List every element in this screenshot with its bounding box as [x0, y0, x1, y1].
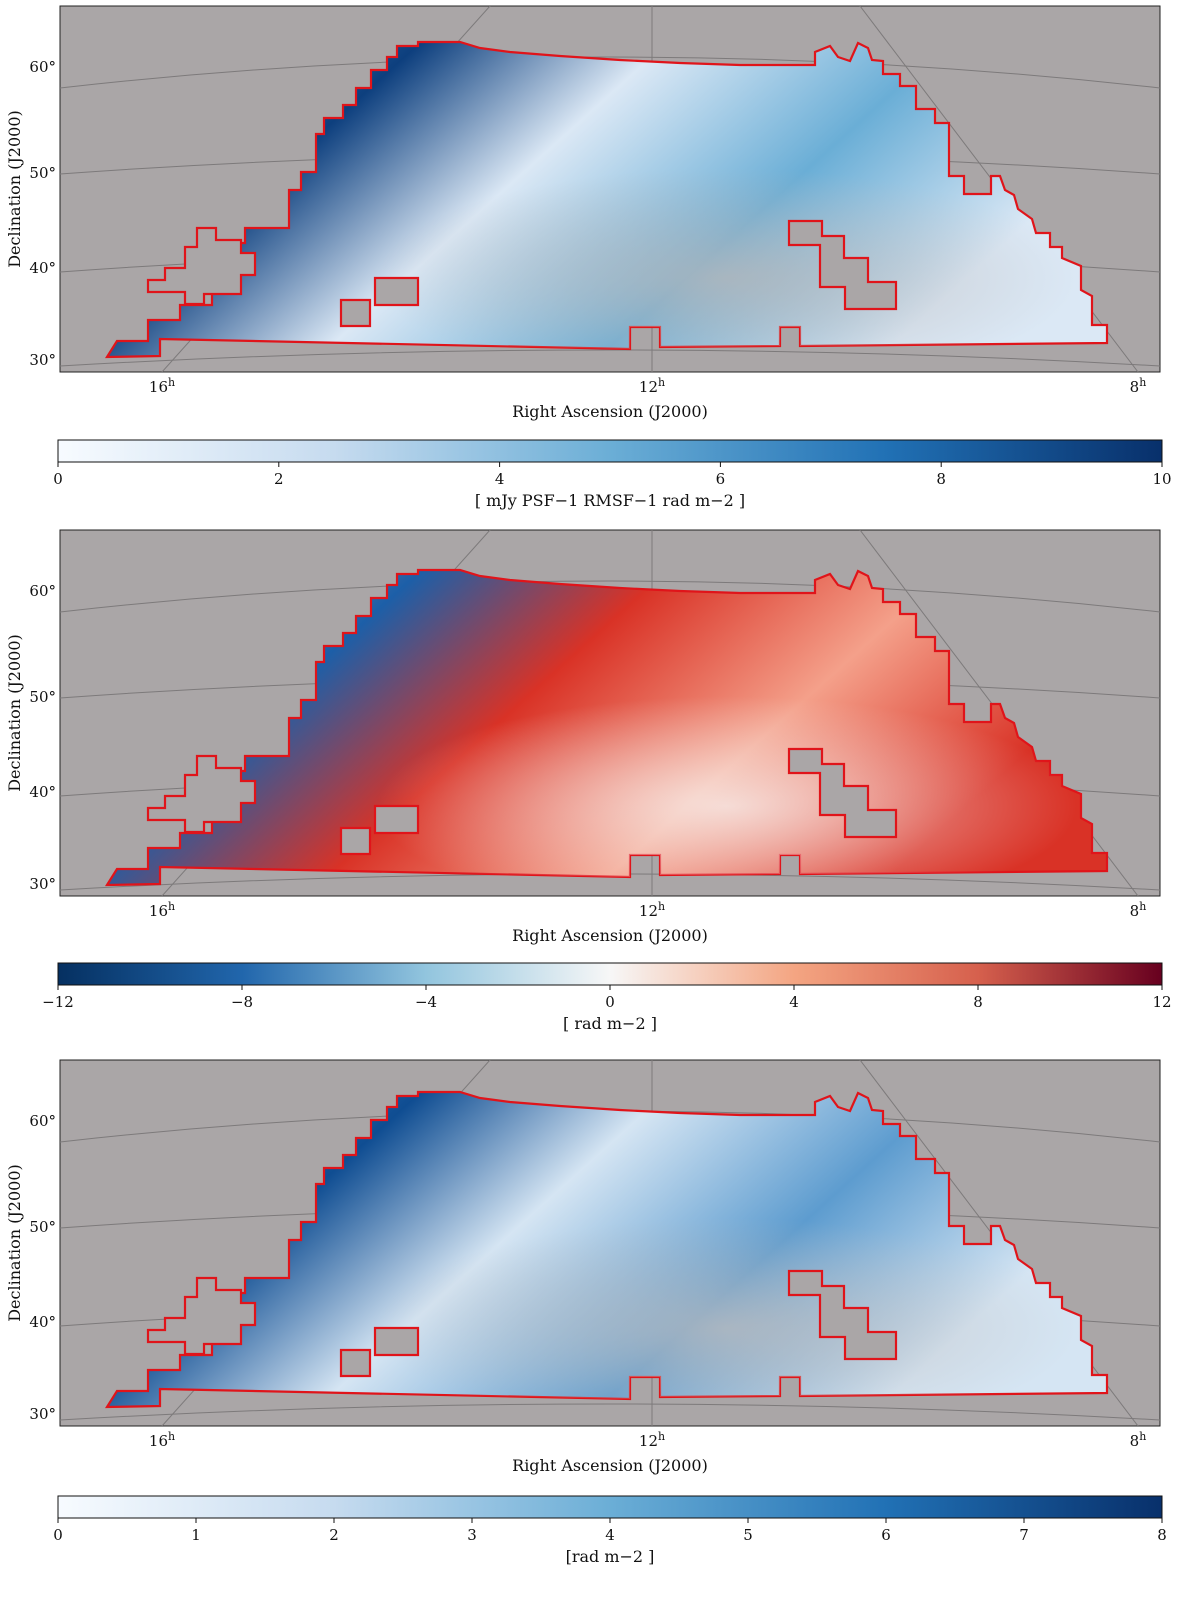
colorbar-tick-label: 2 [329, 1526, 339, 1544]
map-panel-2: 60° 50° 40° 30° 16h 12h 8h Right Ascension (J20… [5, 529, 1172, 1033]
map-panel-1: 60° 50° 40° 30° 16h 12h 8h Right Ascension (J20… [5, 5, 1172, 510]
dec-tick-label: 60° [29, 58, 56, 76]
x-axis-label: Right Ascension (J2000) [512, 926, 708, 945]
dec-tick-label: 50° [29, 1218, 56, 1236]
map-panel-3: 60° 50° 40° 30° 16h 12h 8h Right Ascension (J20… [5, 1059, 1167, 1566]
colorbar-tick-label: 4 [789, 993, 799, 1011]
y-axis-label: Declination (J2000) [5, 1164, 24, 1322]
panel-faraday-width: 60° 50° 40° 30° 16h 12h 8h Right Ascension (J20… [0, 1056, 1200, 1602]
colorbar-label: [rad m−2 ] [566, 1547, 655, 1566]
dec-tick-label: 40° [29, 783, 56, 801]
dec-tick-label: 40° [29, 259, 56, 277]
excluded-region [339, 826, 372, 856]
x-axis-label: Right Ascension (J2000) [512, 1456, 708, 1475]
colorbar-tick-label: 0 [53, 1526, 63, 1544]
survey-footprint [104, 568, 1109, 887]
colorbar-tick-label: 1 [191, 1526, 201, 1544]
colorbar-tick-label: 3 [467, 1526, 477, 1544]
dec-tick-label: 60° [29, 582, 56, 600]
survey-footprint [104, 40, 1109, 359]
colorbar-tick-label: 0 [53, 470, 63, 488]
excluded-region [146, 226, 257, 306]
y-axis-label: Declination (J2000) [5, 110, 24, 268]
colorbar-tick-label: 8 [1157, 1526, 1167, 1544]
colorbar-tick-label: 12 [1152, 993, 1171, 1011]
colorbar-tick-label: 8 [973, 993, 983, 1011]
ra-tick-label: 12h [639, 1430, 665, 1450]
excluded-region [373, 276, 420, 307]
colorbar-tick-label: 5 [743, 1526, 753, 1544]
colorbar-tick-label: 2 [274, 470, 284, 488]
dec-gridline [60, 56, 1160, 89]
dec-tick-label: 50° [29, 164, 56, 182]
dec-gridline [60, 1403, 1160, 1421]
colorbar-tick-label: 8 [936, 470, 946, 488]
dec-gridline [60, 349, 1160, 367]
dec-tick-label: 30° [29, 351, 56, 369]
colorbar [58, 1496, 1162, 1518]
colorbar-label: [ mJy PSF−1 RMSF−1 rad m−2 ] [475, 491, 745, 510]
colorbar-tick-label: 6 [716, 470, 726, 488]
excluded-region [787, 219, 898, 311]
ra-tick-label: 8h [1130, 900, 1147, 920]
dec-tick-label: 30° [29, 1405, 56, 1423]
dec-tick-label: 40° [29, 1313, 56, 1331]
colorbar-tick-label: 10 [1152, 470, 1171, 488]
y-axis-label: Declination (J2000) [5, 634, 24, 792]
survey-footprint [104, 1090, 1109, 1409]
dec-tick-label: 60° [29, 1112, 56, 1130]
excluded-region [339, 1348, 372, 1378]
ra-tick-label: 8h [1130, 376, 1147, 396]
colorbar [58, 963, 1162, 985]
ra-tick-label: 16h [149, 900, 175, 920]
x-axis-label: Right Ascension (J2000) [512, 402, 708, 421]
ra-tick-label: 12h [639, 376, 665, 396]
dec-gridline [60, 580, 1160, 613]
dec-tick-label: 50° [29, 688, 56, 706]
colorbar-tick-label: −12 [42, 993, 74, 1011]
excluded-region [787, 747, 898, 839]
colorbar [58, 440, 1162, 462]
dec-tick-label: 30° [29, 875, 56, 893]
colorbar-tick-label: 0 [605, 993, 615, 1011]
panel-polarized-intensity: 60° 50° 40° 30° 16h 12h 8h Right Ascension (J20… [0, 0, 1200, 520]
colorbar-tick-label: 4 [605, 1526, 615, 1544]
ra-tick-label: 16h [149, 376, 175, 396]
colorbar-tick-label: 6 [881, 1526, 891, 1544]
colorbar-frame [57, 439, 1163, 463]
colorbar-tick-label: 4 [495, 470, 505, 488]
panel-faraday-depth: 60° 50° 40° 30° 16h 12h 8h Right Ascension (J20… [0, 522, 1200, 1052]
colorbar-label: [ rad m−2 ] [563, 1014, 657, 1033]
colorbar-tick-label: 7 [1019, 1526, 1029, 1544]
colorbar-tick-label: −8 [231, 993, 253, 1011]
colorbar-tick-label: −4 [415, 993, 437, 1011]
ra-tick-label: 8h [1130, 1430, 1147, 1450]
excluded-region [373, 804, 420, 835]
ra-tick-label: 16h [149, 1430, 175, 1450]
excluded-region [146, 1276, 257, 1356]
excluded-region [373, 1326, 420, 1357]
ra-tick-label: 12h [639, 900, 665, 920]
excluded-region [146, 754, 257, 834]
excluded-region [787, 1269, 898, 1361]
excluded-region [339, 298, 372, 328]
